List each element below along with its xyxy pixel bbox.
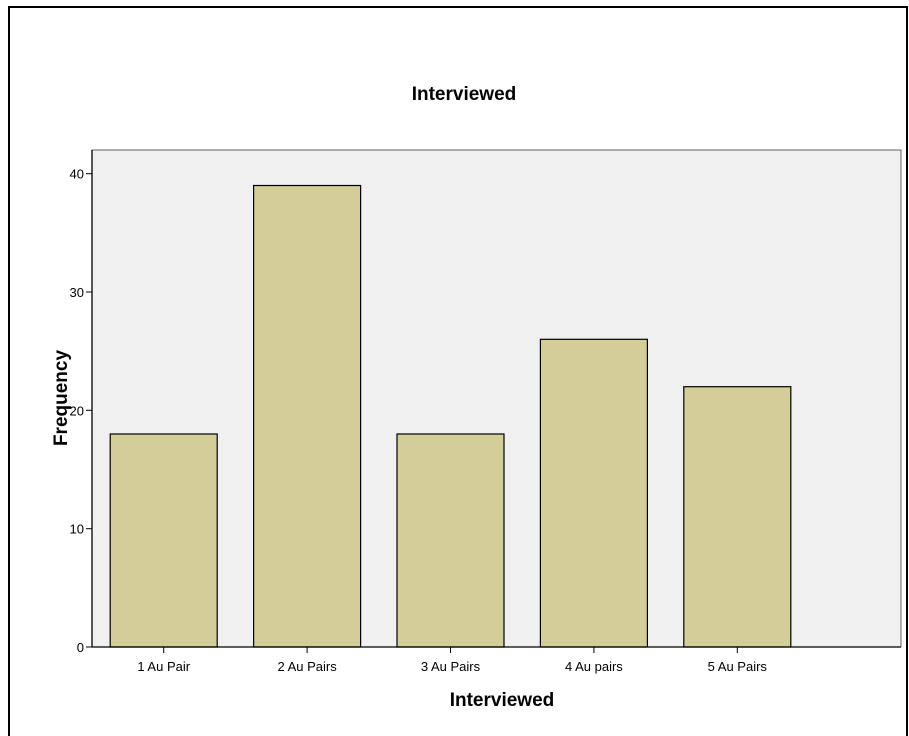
bar-1 [109,433,218,648]
y-tick-label-10: 10 [70,522,84,537]
y-axis: 0 10 20 30 40 [70,150,93,655]
y-tick-label-20: 20 [70,403,84,418]
bar-2 [253,184,362,648]
x-axis: 1 Au Pair 2 Au Pairs 3 Au Pairs 4 Au pairs 5… [92,646,901,674]
y-axis-title: Frequency [51,350,72,447]
x-tick-label-3: 3 Au Pairs [421,659,481,674]
bars-group [109,184,792,648]
x-axis-title: Interviewed [450,690,555,711]
x-tick-label-4: 4 Au pairs [565,659,623,674]
bar-3 [396,433,505,648]
bar-4 [539,338,649,648]
chart-title: Interviewed [412,84,517,105]
x-tick-label-1: 1 Au Pair [137,659,190,674]
x-tick-label-5: 5 Au Pairs [708,659,768,674]
y-tick-label-30: 30 [70,285,84,300]
bar-5 [683,386,792,648]
y-tick-label-40: 40 [70,167,84,182]
y-tick-label-0: 0 [77,640,84,655]
x-tick-label-2: 2 Au Pairs [277,659,337,674]
